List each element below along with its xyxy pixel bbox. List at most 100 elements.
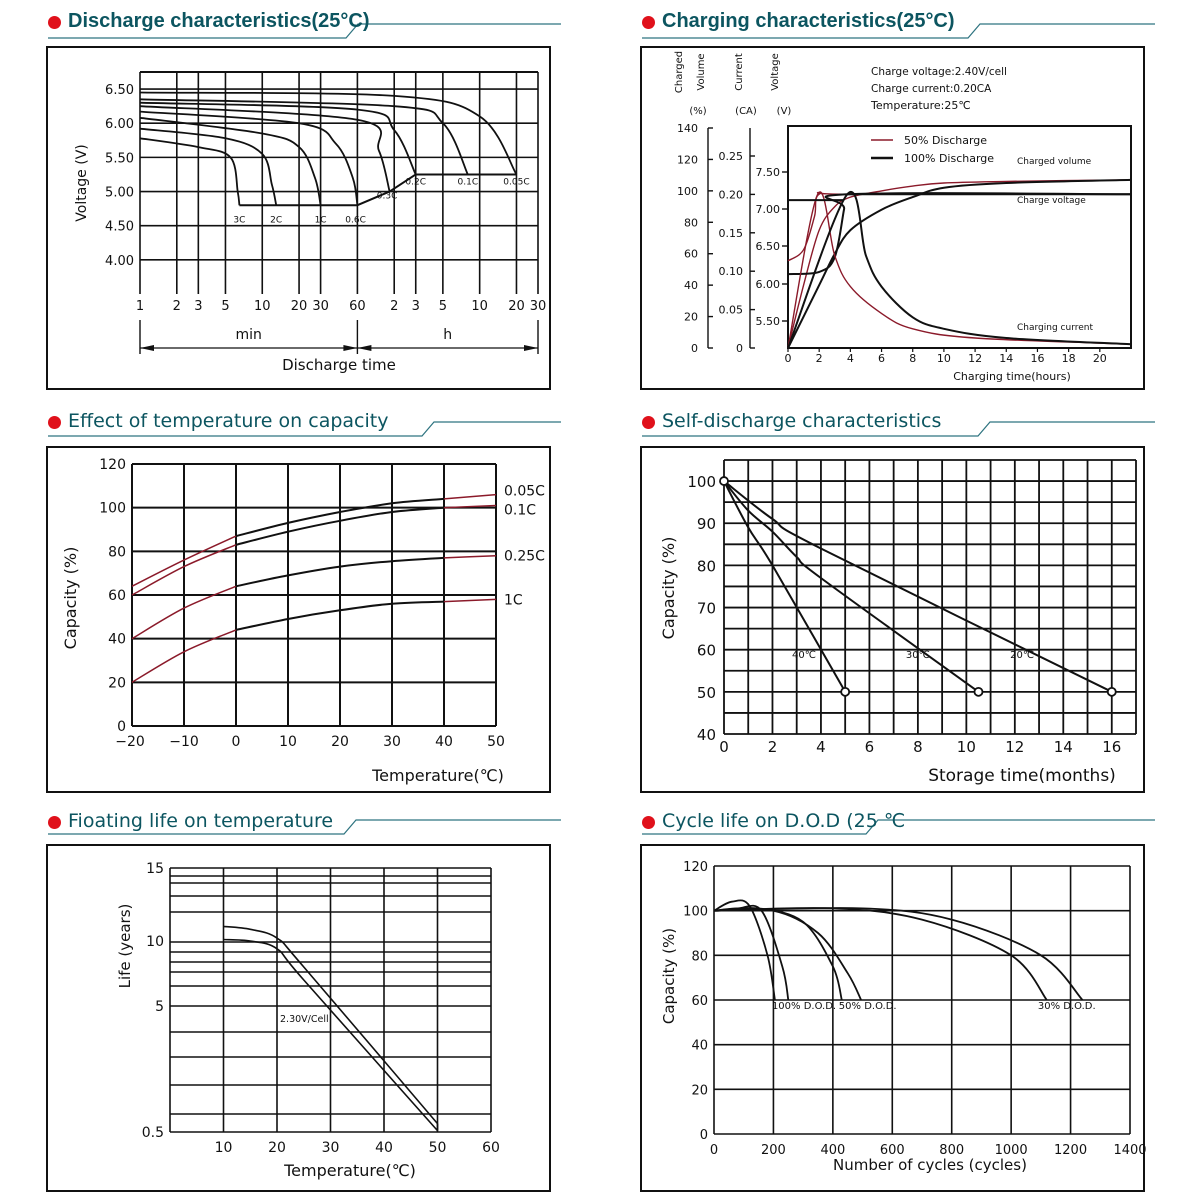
series-line <box>787 191 1132 349</box>
x-axis-label: Storage time(months) <box>928 766 1116 786</box>
plot-border <box>787 125 1132 349</box>
series-label: 0.6C <box>345 215 366 225</box>
panel-title: Fioating life on temperature <box>68 810 334 832</box>
series-label: 0.2C <box>405 178 426 188</box>
x-tick-label: 6 <box>878 352 885 365</box>
x-axis-label: Discharge time <box>282 356 396 374</box>
x-tick-label: 1200 <box>1054 1143 1087 1158</box>
x-tick-label: 50 <box>487 734 505 750</box>
y-tick-label: 10 <box>146 934 164 950</box>
y-tick-label: 60 <box>697 642 716 660</box>
panel-header: Cycle life on D.O.D (25 ℃ <box>640 800 1160 840</box>
panel-header: Discharge characteristics(25°C) <box>46 0 566 40</box>
x-tick-label: 3 <box>412 299 420 314</box>
x-axis-label: Temperature(℃) <box>283 1161 416 1180</box>
series-label: 0.3C <box>377 191 398 201</box>
x-tick-label: 12 <box>1005 738 1024 756</box>
axis-header: Current <box>734 53 745 91</box>
y-tick-label: 0.20 <box>719 188 744 201</box>
x-tick-label: 8 <box>913 738 923 756</box>
bullet-icon <box>48 416 61 429</box>
panel-title: Effect of temperature on capacity <box>68 410 389 432</box>
series-line-0.1C <box>139 98 469 175</box>
y-tick-label: 0.25 <box>719 150 744 163</box>
panel-title: Charging characteristics(25°C) <box>662 10 955 32</box>
y-tick-label: 5.50 <box>105 151 134 166</box>
x-tick-label: 10 <box>215 1140 233 1156</box>
x-tick-label: 600 <box>880 1143 905 1158</box>
y-tick-label: 80 <box>684 216 698 229</box>
arrow-icon <box>343 345 358 351</box>
y-tick-label: 100 <box>99 501 126 517</box>
bullet-icon <box>48 816 61 829</box>
bullet-icon <box>48 16 61 29</box>
panel-header: Self-discharge characteristics <box>640 400 1160 440</box>
y-axis-label: Capacity (%) <box>659 537 678 640</box>
y-tick-label: 60 <box>108 588 126 604</box>
chart-frame: 120 100 80 60 40 20 0 0 200 400 600 800 1000 1200 1400… <box>640 844 1147 1192</box>
series-line-0.25C-hot <box>443 554 497 559</box>
y-tick-label: 40 <box>684 279 698 292</box>
series-line-30℃ <box>723 480 980 693</box>
x-axis-label: Number of cycles (cycles) <box>833 1156 1027 1174</box>
y-tick-label: 6.50 <box>756 240 781 253</box>
y-tick-label: 40 <box>691 1039 708 1054</box>
series-line <box>713 904 790 1001</box>
y-tick-label: 50 <box>697 684 716 702</box>
x-axis-label: Temperature(℃) <box>371 766 504 785</box>
y-tick-label: 4.00 <box>105 254 134 269</box>
axis-header: Charged <box>674 51 685 93</box>
x-tick-label: 30 <box>322 1140 340 1156</box>
series-line-1C-hot <box>443 598 497 603</box>
series-label: 3C <box>233 215 245 225</box>
x-unit-label: h <box>443 327 452 343</box>
series-label: 20℃ <box>1010 650 1034 661</box>
chart-frame: 100 90 80 70 60 50 40 0 2 4 6 8 10 12 14 16 Capacity (%)… <box>640 446 1145 793</box>
y-tick-label: 40 <box>697 726 716 744</box>
x-tick-label: 1400 <box>1113 1143 1146 1158</box>
series-line-lower-bound <box>223 938 439 1132</box>
chart-frame: 6.50 6.00 5.50 5.00 4.50 4.00 Voltage (V) 1 2 3 5 1… <box>46 46 551 390</box>
note-text: Charge current:0.20CA <box>871 83 992 95</box>
y-tick-label: 5 <box>155 999 164 1015</box>
legend-label: 50% Discharge <box>904 134 987 147</box>
series-label: 1C <box>315 215 327 225</box>
y-tick-label: 100 <box>687 473 716 491</box>
y-tick-label: 120 <box>683 860 708 875</box>
series-line-20℃ <box>723 480 1113 693</box>
y-tick-label: 0 <box>691 342 698 355</box>
y-axis-label: Capacity (%) <box>61 547 80 650</box>
panel-header: Effect of temperature on capacity <box>46 400 566 440</box>
panel-discharge: Discharge characteristics(25°C) 6.50 6.00… <box>46 0 566 392</box>
panel-cycle-life: Cycle life on D.O.D (25 ℃ 120 100 80 60 40 20… <box>640 800 1160 1195</box>
series-label: 2C <box>270 215 282 225</box>
start-marker <box>719 476 729 486</box>
curve-label: Charge voltage <box>1017 196 1086 206</box>
x-tick-label: 30 <box>530 299 547 314</box>
x-tick-label: 30 <box>312 299 329 314</box>
x-tick-label: −20 <box>115 734 145 750</box>
charging-chart: Charged Volume Current Voltage(%) (CA) (V)140… <box>674 51 1132 383</box>
axis-unit: (CA) <box>735 106 757 117</box>
panel-self-discharge: Self-discharge characteristics 100 90 80 70… <box>640 400 1160 795</box>
series-line-0.25C <box>235 556 445 588</box>
x-unit-label: min <box>235 327 261 343</box>
x-tick-label: 20 <box>1093 352 1107 365</box>
x-tick-label: 2 <box>390 299 398 314</box>
panel-title: Cycle life on D.O.D (25 ℃ <box>662 810 906 832</box>
x-tick-label: 50 <box>429 1140 447 1156</box>
x-tick-label: 200 <box>761 1143 786 1158</box>
series-line <box>787 192 1132 276</box>
series-line <box>713 907 1048 1001</box>
x-tick-label: 4 <box>816 738 826 756</box>
series-label: 0.1C <box>458 178 479 188</box>
x-tick-label: 0 <box>232 734 241 750</box>
floating-life-chart: 15 10 5 0.5 10 20 30 40 50 60 Life (years) Temperat… <box>116 861 500 1180</box>
series-line-0.05C <box>139 91 518 175</box>
series-label: 40℃ <box>792 650 816 661</box>
y-tick-label: 5.50 <box>756 315 781 328</box>
y-tick-label: 60 <box>684 248 698 261</box>
y-tick-label: 0 <box>700 1128 708 1143</box>
